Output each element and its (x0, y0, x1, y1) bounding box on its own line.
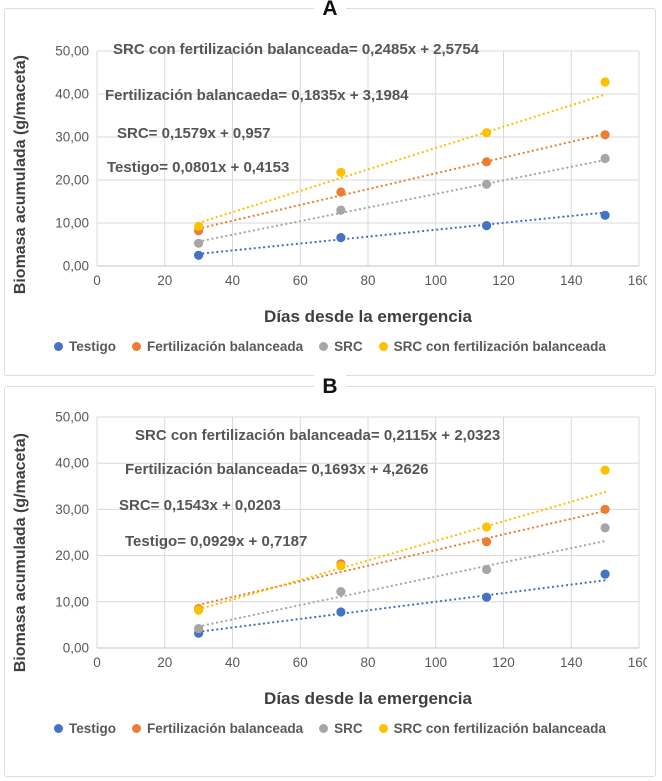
trend-equation-testigo-a: Testigo= 0,0801x + 0,4153 (107, 159, 290, 176)
svg-text:140: 140 (560, 273, 583, 288)
chart-panel-a: A Biomasa acumulada (g/maceta) 0 20 40 60 80… (4, 0, 656, 376)
trend-equation-fertilizacion-a: Fertilización balancaeda= 0,1835x + 3,19… (105, 87, 409, 104)
scatter-plot-a: 0 20 40 60 80 100 120 140 160 0,00 10,00 20,00 30,00… (55, 44, 647, 289)
legend-marker-fertilizacion-icon (132, 724, 142, 733)
svg-text:0: 0 (93, 273, 101, 288)
legend-label-src-fert: SRC con fertilización balanceada (393, 721, 606, 736)
svg-text:120: 120 (492, 273, 515, 288)
trend-equation-src-a: SRC= 0,1579x + 0,957 (117, 125, 271, 142)
legend-marker-src-icon (319, 724, 329, 733)
legend-label-src: SRC (334, 721, 363, 736)
svg-text:40,00: 40,00 (55, 456, 89, 471)
svg-text:30,00: 30,00 (55, 502, 89, 517)
trend-equation-testigo-b: Testigo= 0,0929x + 0,7187 (125, 533, 308, 550)
plot-area-a: 0 20 40 60 80 100 120 140 160 0,00 10,00 20,00 30,00… (47, 37, 647, 303)
svg-text:50,00: 50,00 (55, 44, 89, 59)
svg-text:40: 40 (225, 655, 240, 670)
legend-marker-testigo-icon (54, 342, 64, 351)
y-axis-label-a: Biomasa acumulada (g/maceta) (7, 35, 35, 315)
chart-a-title: A (5, 0, 655, 20)
legend-label-testigo: Testigo (69, 721, 117, 736)
svg-text:10,00: 10,00 (55, 594, 89, 609)
svg-text:160: 160 (628, 273, 647, 288)
x-axis-label-a: Días desde la emergencia (264, 307, 472, 326)
svg-text:10,00: 10,00 (55, 216, 89, 231)
svg-text:0,00: 0,00 (63, 259, 89, 274)
y-axis-label-a-text: Biomasa acumulada (g/maceta) (12, 55, 29, 295)
svg-text:0: 0 (93, 655, 101, 670)
trend-equation-src-b: SRC= 0,1543x + 0,0203 (119, 497, 281, 514)
legend-label-fertilizacion: Fertilización balanceada (147, 721, 304, 736)
legend-marker-src-icon (319, 342, 329, 351)
legend-item-src: SRC (319, 339, 363, 354)
svg-text:140: 140 (560, 655, 583, 670)
trend-equation-src-fert-b: SRC con fertilización balanceada= 0,2115… (135, 427, 501, 444)
y-axis-label-b: Biomasa acumulada (g/maceta) (7, 413, 35, 693)
svg-text:20: 20 (157, 273, 172, 288)
legend-item-src-fert: SRC con fertilización balanceada (378, 339, 606, 354)
legend-a: Testigo Fertilización balanceada SRC SRC… (5, 339, 655, 354)
chart-a-title-text: A (314, 0, 346, 20)
legend-item-testigo: Testigo (54, 339, 116, 354)
svg-text:0,00: 0,00 (63, 641, 89, 656)
legend-label-fertilizacion: Fertilización balanceada (147, 339, 304, 354)
legend-label-testigo: Testigo (69, 339, 117, 354)
svg-text:60: 60 (293, 273, 308, 288)
trend-equation-src-fert-a: SRC con fertilización balanceada= 0,2485… (113, 41, 480, 58)
scatter-plot-b: 0 20 40 60 80 100 120 140 160 0,00 10,00 20,00 30,00… (55, 410, 647, 671)
svg-text:60: 60 (293, 655, 308, 670)
svg-text:40,00: 40,00 (55, 87, 89, 102)
legend-label-src: SRC (334, 339, 363, 354)
svg-text:30,00: 30,00 (55, 130, 89, 145)
legend-marker-testigo-icon (54, 724, 64, 733)
legend-marker-src-fert-icon (378, 342, 388, 351)
svg-text:100: 100 (424, 273, 447, 288)
legend-item-fertilizacion: Fertilización balanceada (132, 721, 303, 736)
y-axis-label-b-text: Biomasa acumulada (g/maceta) (12, 433, 29, 673)
trend-equation-fertilizacion-b: Fertilización balanceada= 0,1693x + 4,26… (125, 461, 429, 478)
svg-text:20,00: 20,00 (55, 173, 89, 188)
legend-item-src: SRC (319, 721, 363, 736)
legend-marker-fertilizacion-icon (132, 342, 142, 351)
x-axis-label-b: Días desde la emergencia (264, 689, 472, 708)
svg-text:120: 120 (492, 655, 515, 670)
chart-panel-b: B Biomasa acumulada (g/maceta) 0 20 40 60 80… (4, 375, 656, 777)
legend-label-src-fert: SRC con fertilización balanceada (393, 339, 606, 354)
plot-area-b: 0 20 40 60 80 100 120 140 160 0,00 10,00 20,00 30,00… (47, 403, 647, 685)
svg-text:50,00: 50,00 (55, 410, 89, 425)
chart-b-title: B (5, 375, 655, 398)
legend-marker-src-fert-icon (378, 724, 388, 733)
legend-item-fertilizacion: Fertilización balanceada (132, 339, 303, 354)
svg-text:160: 160 (628, 655, 647, 670)
legend-item-src-fert: SRC con fertilización balanceada (378, 721, 606, 736)
svg-text:100: 100 (424, 655, 447, 670)
svg-text:80: 80 (360, 273, 375, 288)
svg-text:20: 20 (157, 655, 172, 670)
chart-b-title-text: B (314, 375, 346, 398)
legend-b: Testigo Fertilización balanceada SRC SRC… (5, 721, 655, 736)
legend-item-testigo: Testigo (54, 721, 116, 736)
svg-text:40: 40 (225, 273, 240, 288)
svg-text:80: 80 (360, 655, 375, 670)
svg-text:20,00: 20,00 (55, 548, 89, 563)
